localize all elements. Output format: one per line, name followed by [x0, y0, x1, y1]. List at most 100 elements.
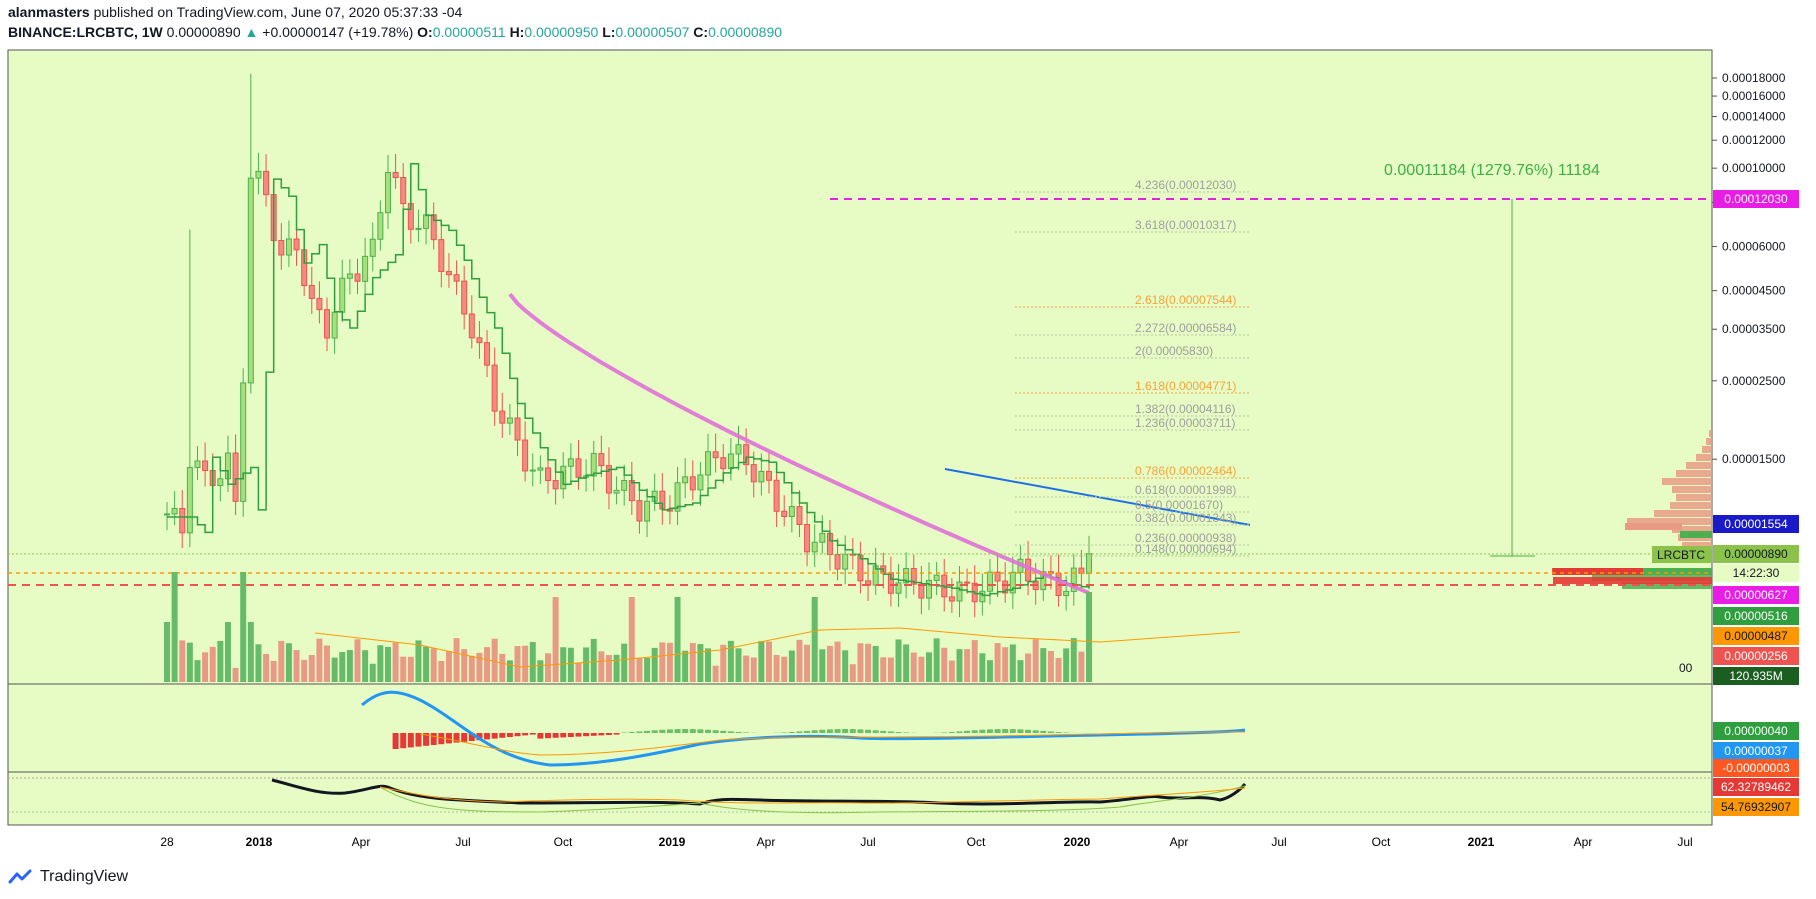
- macd-histogram-bar: [590, 733, 597, 736]
- candle-body: [644, 500, 651, 522]
- candle-body: [682, 476, 689, 484]
- candle-body: [369, 238, 376, 257]
- measure-label: 0.00011184 (1279.76%) 11184: [1384, 162, 1600, 179]
- volume-bar: [560, 647, 567, 682]
- price-badge-label: 0.00000487: [1724, 629, 1788, 643]
- fib-level-label: 0.148(0.00000694): [1135, 542, 1236, 556]
- time-axis-label: 2019: [659, 835, 686, 849]
- volume-profile-bar: [1709, 430, 1712, 437]
- price-tick-label: 0.00003500: [1722, 322, 1786, 336]
- price-badge-label: 120.935M: [1729, 669, 1782, 683]
- volume-bar: [270, 660, 277, 682]
- volume-bar: [895, 639, 902, 682]
- volume-bar: [796, 639, 803, 682]
- time-axis-label: Oct: [554, 835, 573, 849]
- macd-histogram-bar: [880, 730, 887, 733]
- macd-histogram-bar: [887, 731, 894, 733]
- fib-level-label: 0.382(0.00001343): [1135, 511, 1236, 525]
- symbol-label: BINANCE:LRCBTC, 1W: [8, 24, 163, 40]
- price-badge-background: [1713, 647, 1799, 665]
- candle-body: [263, 170, 270, 196]
- price-badge-background: [1713, 564, 1799, 582]
- candle-body: [910, 567, 917, 585]
- time-axis-label: Apr: [1574, 835, 1593, 849]
- volume-bar: [247, 622, 254, 682]
- macd-histogram-bar: [666, 729, 673, 733]
- candle-body: [491, 364, 498, 412]
- rsi-pane: [8, 777, 1712, 814]
- macd-histogram-bar: [423, 733, 430, 746]
- volume-profile-bar: [1553, 577, 1712, 584]
- price-tick-label: 0.00001500: [1722, 452, 1786, 466]
- price-badge: 54.76932907: [1713, 798, 1799, 816]
- macd-pane: [392, 729, 1093, 749]
- volume-bar: [392, 642, 399, 682]
- volume-bar: [461, 649, 468, 682]
- tradingview-footer[interactable]: TradingView: [8, 868, 128, 886]
- macd-histogram-bar: [636, 731, 643, 733]
- volume-bar: [423, 646, 430, 682]
- candle-body: [171, 507, 178, 515]
- macd-histogram-bar: [903, 732, 910, 733]
- candle-body: [628, 480, 635, 502]
- price-badge-label: 0.00000890: [1724, 547, 1788, 561]
- volume-profile-bar: [1553, 568, 1643, 575]
- volume-bar: [956, 649, 963, 682]
- candle-body: [285, 238, 292, 256]
- volume-bar: [834, 641, 841, 682]
- rsi-signal-line: [379, 785, 1246, 814]
- macd-histogram-bar: [415, 733, 422, 747]
- candle-body: [811, 541, 818, 553]
- candle-body: [598, 453, 605, 467]
- candle-body: [567, 458, 574, 467]
- fib-level-label: 0.236(0.00000938): [1135, 531, 1236, 545]
- candle-body: [773, 479, 780, 512]
- candle-body: [964, 581, 971, 584]
- volume-bar: [689, 643, 696, 682]
- candle-body: [689, 476, 696, 491]
- volume-profile-bar: [1662, 478, 1712, 485]
- volume-bar: [278, 640, 285, 682]
- volume-bar: [468, 655, 475, 682]
- symbol-tag: LRCBTC: [1657, 548, 1705, 562]
- macd-histogram-bar: [1002, 729, 1009, 733]
- macd-histogram-bar: [598, 733, 605, 736]
- volume-profile-bar: [1672, 486, 1712, 493]
- volume-bar: [164, 622, 170, 682]
- volume-bar: [217, 640, 224, 682]
- candle-body: [354, 273, 361, 282]
- price-tick-label: 0.00002500: [1722, 374, 1786, 388]
- candle-body: [796, 506, 803, 525]
- volume-bar: [506, 660, 513, 682]
- volume-bar: [583, 647, 590, 682]
- volume-bar: [1040, 648, 1047, 682]
- fib-level-label: 1.236(0.00003711): [1135, 416, 1236, 430]
- volume-profile-bar: [1696, 454, 1712, 461]
- macd-histogram-bar: [956, 731, 963, 733]
- price-change: +0.00000147 (+19.78%): [262, 24, 414, 40]
- macd-histogram-bar: [552, 733, 559, 738]
- author-name[interactable]: alanmasters: [8, 4, 90, 20]
- macd-histogram-bar: [705, 729, 712, 733]
- tradingview-logo-icon: [8, 869, 32, 884]
- candle-body: [735, 444, 742, 455]
- candle-body: [476, 337, 483, 344]
- volume-bar: [819, 649, 826, 682]
- price-badge-background: [1713, 190, 1799, 208]
- volume-bar: [263, 653, 270, 682]
- open-value: 0.00000511: [432, 24, 506, 40]
- price-badge-label: 0.00000037: [1724, 744, 1788, 758]
- chart-pane-background: [7, 49, 1713, 826]
- macd-histogram-bar: [682, 729, 689, 733]
- volume-bar: [788, 650, 795, 682]
- macd-histogram-bar: [1047, 731, 1054, 733]
- volume-bar: [491, 638, 498, 682]
- macd-histogram-bar: [400, 733, 407, 749]
- candle-body: [750, 464, 757, 483]
- time-axis-label: 2018: [246, 835, 273, 849]
- price-badge-background: [1713, 627, 1799, 645]
- rsi-ma-line: [379, 786, 1246, 804]
- candle-body: [438, 239, 445, 273]
- volume-bar: [781, 656, 788, 682]
